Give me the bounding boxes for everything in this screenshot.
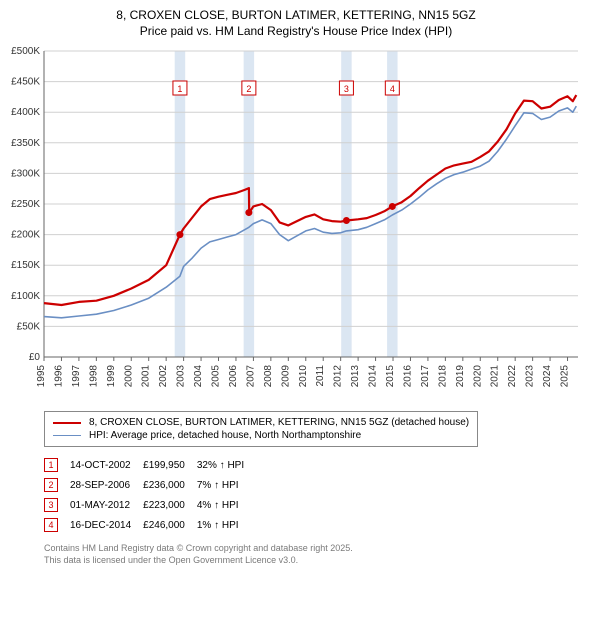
svg-text:£100K: £100K <box>11 291 40 302</box>
svg-text:2020: 2020 <box>472 365 483 388</box>
svg-text:£500K: £500K <box>11 46 40 57</box>
svg-text:2004: 2004 <box>193 365 204 388</box>
sale-footnotes: 1 14-OCT-2002£199,95032% ↑ HPI 2 28-SEP-200… <box>44 455 588 535</box>
sale-dot-1 <box>176 231 183 238</box>
chart-plot: £0 £50K £100K £150K £200K £250K £300K £350K £400… <box>4 45 588 405</box>
chart-svg: £0 £50K £100K £150K £200K £250K £300K £350K £400… <box>4 45 584 405</box>
footnote-price: £236,000 <box>143 475 197 495</box>
svg-text:2002: 2002 <box>158 365 169 388</box>
footnote-date: 01-MAY-2012 <box>70 495 143 515</box>
footnote-marker: 4 <box>44 518 58 532</box>
svg-text:2007: 2007 <box>245 365 256 388</box>
svg-text:3: 3 <box>344 84 349 94</box>
license-line-1: Contains HM Land Registry data © Crown c… <box>44 543 588 555</box>
footnote-date: 14-OCT-2002 <box>70 455 143 475</box>
legend-swatch <box>53 435 81 437</box>
svg-text:2024: 2024 <box>542 365 553 388</box>
legend-row: HPI: Average price, detached house, Nort… <box>53 429 469 442</box>
svg-text:2013: 2013 <box>350 365 361 388</box>
footnote-price: £223,000 <box>143 495 197 515</box>
footnote-delta: 1% ↑ HPI <box>197 515 256 535</box>
svg-text:£400K: £400K <box>11 107 40 118</box>
svg-text:2015: 2015 <box>385 365 396 388</box>
svg-text:£150K: £150K <box>11 260 40 271</box>
svg-text:2014: 2014 <box>368 365 379 388</box>
legend: 8, CROXEN CLOSE, BURTON LATIMER, KETTERI… <box>44 411 478 447</box>
svg-text:2003: 2003 <box>176 365 187 388</box>
legend-label: HPI: Average price, detached house, Nort… <box>89 430 361 441</box>
footnote-delta: 32% ↑ HPI <box>197 455 256 475</box>
license-line-2: This data is licensed under the Open Gov… <box>44 555 588 567</box>
svg-text:2022: 2022 <box>507 365 518 388</box>
footnote-marker: 2 <box>44 478 58 492</box>
svg-text:2006: 2006 <box>228 365 239 388</box>
svg-text:2012: 2012 <box>333 365 344 388</box>
svg-text:1: 1 <box>177 84 182 94</box>
svg-text:£300K: £300K <box>11 169 40 180</box>
legend-swatch <box>53 422 81 424</box>
svg-text:2000: 2000 <box>123 365 134 388</box>
svg-text:£0: £0 <box>29 352 41 363</box>
footnote-date: 28-SEP-2006 <box>70 475 143 495</box>
svg-text:£250K: £250K <box>11 199 40 210</box>
svg-text:2: 2 <box>246 84 251 94</box>
svg-text:2018: 2018 <box>437 365 448 388</box>
title-line-2: Price paid vs. HM Land Registry's House … <box>4 24 588 40</box>
chart-title: 8, CROXEN CLOSE, BURTON LATIMER, KETTERI… <box>4 8 588 39</box>
sale-dot-4 <box>389 203 396 210</box>
svg-text:1998: 1998 <box>88 365 99 388</box>
svg-text:2023: 2023 <box>525 365 536 388</box>
footnote-price: £246,000 <box>143 515 197 535</box>
svg-text:1996: 1996 <box>53 365 64 388</box>
svg-text:£50K: £50K <box>17 322 41 333</box>
svg-text:1999: 1999 <box>106 365 117 388</box>
svg-text:2005: 2005 <box>211 365 222 388</box>
svg-text:£450K: £450K <box>11 77 40 88</box>
title-line-1: 8, CROXEN CLOSE, BURTON LATIMER, KETTERI… <box>4 8 588 24</box>
chart-container: 8, CROXEN CLOSE, BURTON LATIMER, KETTERI… <box>0 0 600 575</box>
svg-text:2021: 2021 <box>490 365 501 388</box>
sale-dot-2 <box>245 209 252 216</box>
footnote-table: 1 14-OCT-2002£199,95032% ↑ HPI 2 28-SEP-200… <box>44 455 256 535</box>
svg-text:2016: 2016 <box>402 365 413 388</box>
legend-label: 8, CROXEN CLOSE, BURTON LATIMER, KETTERI… <box>89 417 469 428</box>
footnote-row: 3 01-MAY-2012£223,0004% ↑ HPI <box>44 495 256 515</box>
footnote-delta: 7% ↑ HPI <box>197 475 256 495</box>
svg-text:2001: 2001 <box>141 365 152 388</box>
svg-text:1997: 1997 <box>71 365 82 388</box>
svg-text:2019: 2019 <box>455 365 466 388</box>
svg-text:2017: 2017 <box>420 365 431 388</box>
svg-text:2010: 2010 <box>298 365 309 388</box>
footnote-date: 16-DEC-2014 <box>70 515 143 535</box>
svg-text:2009: 2009 <box>280 365 291 388</box>
footnote-marker: 3 <box>44 498 58 512</box>
license-text: Contains HM Land Registry data © Crown c… <box>44 543 588 566</box>
svg-text:£350K: £350K <box>11 138 40 149</box>
footnote-price: £199,950 <box>143 455 197 475</box>
svg-text:2025: 2025 <box>560 365 571 388</box>
svg-text:1995: 1995 <box>36 365 47 388</box>
svg-text:4: 4 <box>390 84 395 94</box>
footnote-delta: 4% ↑ HPI <box>197 495 256 515</box>
svg-text:2008: 2008 <box>263 365 274 388</box>
footnote-row: 4 16-DEC-2014£246,0001% ↑ HPI <box>44 515 256 535</box>
svg-text:£200K: £200K <box>11 230 40 241</box>
footnote-marker: 1 <box>44 458 58 472</box>
legend-row: 8, CROXEN CLOSE, BURTON LATIMER, KETTERI… <box>53 416 469 429</box>
footnote-row: 2 28-SEP-2006£236,0007% ↑ HPI <box>44 475 256 495</box>
footnote-row: 1 14-OCT-2002£199,95032% ↑ HPI <box>44 455 256 475</box>
svg-text:2011: 2011 <box>315 365 326 387</box>
sale-dot-3 <box>343 217 350 224</box>
